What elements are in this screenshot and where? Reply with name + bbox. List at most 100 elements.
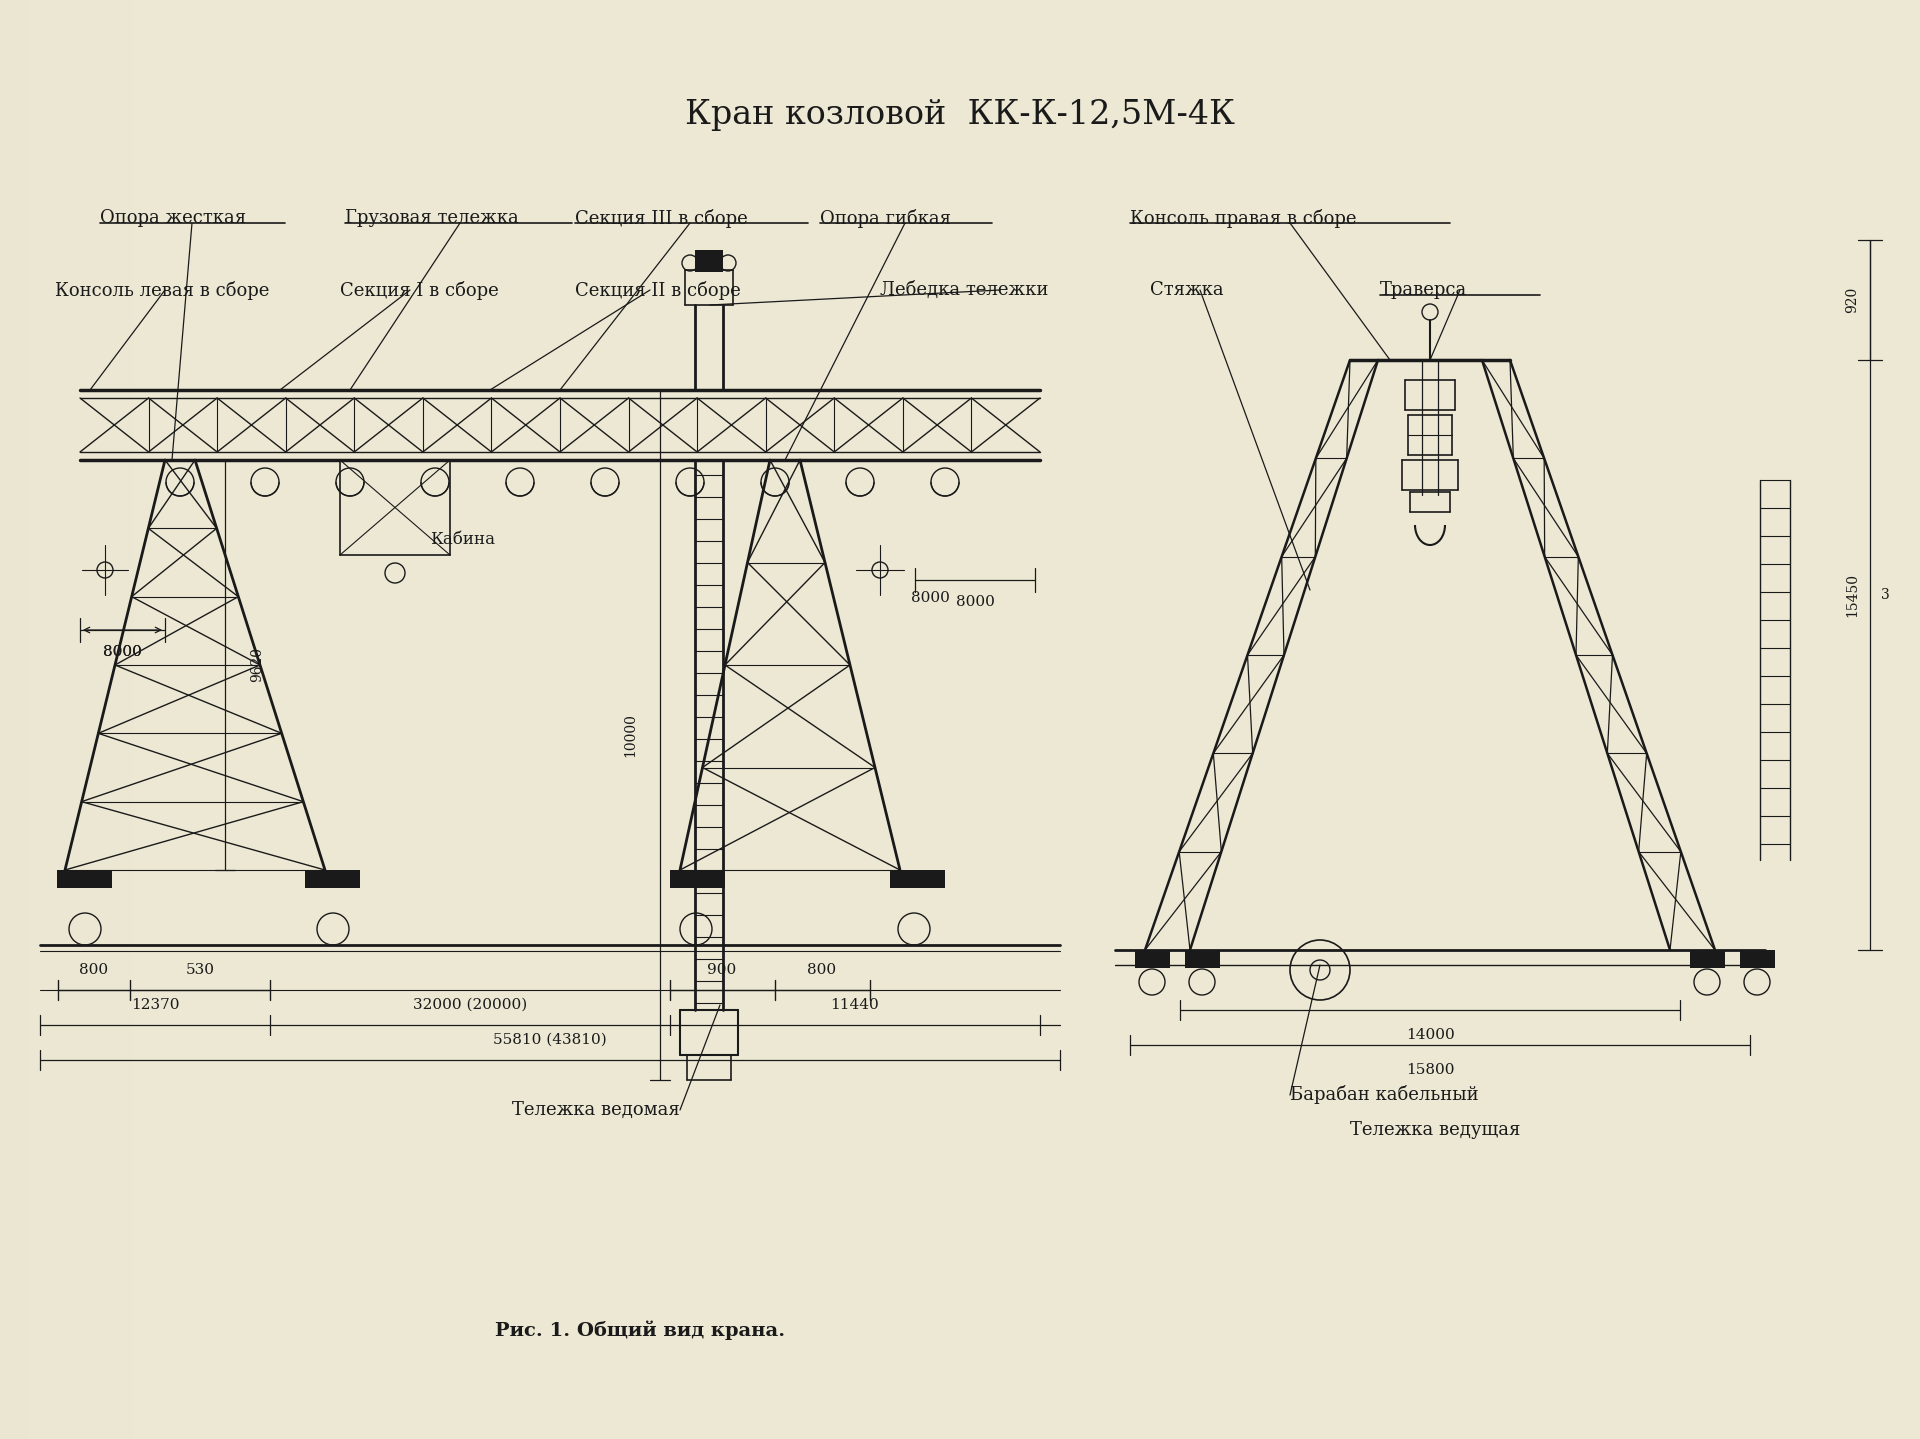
Bar: [38, 0, 40, 1439]
Bar: [305, 871, 361, 888]
Text: 3: 3: [1880, 589, 1889, 602]
Bar: [67, 0, 69, 1439]
Text: 32000 (20000): 32000 (20000): [413, 999, 528, 1012]
Bar: [146, 0, 148, 1439]
Bar: [94, 0, 96, 1439]
Bar: [58, 0, 60, 1439]
Bar: [695, 250, 724, 272]
Bar: [2, 0, 4, 1439]
Bar: [125, 0, 127, 1439]
Bar: [86, 0, 88, 1439]
Bar: [113, 0, 115, 1439]
Text: 900: 900: [707, 963, 737, 977]
Bar: [44, 0, 46, 1439]
Bar: [13, 0, 15, 1439]
Text: 8000: 8000: [910, 591, 948, 604]
Bar: [92, 0, 94, 1439]
Bar: [23, 0, 27, 1439]
Bar: [17, 0, 19, 1439]
Text: 8000: 8000: [956, 594, 995, 609]
Bar: [73, 0, 75, 1439]
Bar: [140, 0, 142, 1439]
Bar: [1135, 950, 1169, 968]
Bar: [152, 0, 154, 1439]
Bar: [1185, 950, 1219, 968]
Bar: [21, 0, 23, 1439]
Text: Секция II в сборе: Секция II в сборе: [574, 281, 741, 299]
Bar: [88, 0, 90, 1439]
Bar: [132, 0, 134, 1439]
Text: 15800: 15800: [1405, 1063, 1453, 1076]
Bar: [136, 0, 138, 1439]
Text: 800: 800: [808, 963, 837, 977]
Text: Тележка ведомая: Тележка ведомая: [513, 1101, 680, 1120]
Bar: [115, 0, 117, 1439]
Bar: [81, 0, 83, 1439]
Bar: [33, 0, 35, 1439]
Bar: [83, 0, 84, 1439]
Bar: [79, 0, 81, 1439]
Bar: [46, 0, 48, 1439]
Bar: [15, 0, 17, 1439]
Bar: [4, 0, 6, 1439]
Bar: [29, 0, 31, 1439]
Bar: [10, 0, 12, 1439]
Bar: [75, 0, 77, 1439]
Bar: [157, 0, 159, 1439]
Bar: [154, 0, 156, 1439]
Text: Кабина: Кабина: [430, 531, 495, 548]
Bar: [65, 0, 67, 1439]
Bar: [127, 0, 129, 1439]
Bar: [111, 0, 113, 1439]
Bar: [54, 0, 56, 1439]
Bar: [670, 871, 726, 888]
Text: 530: 530: [186, 963, 215, 977]
Bar: [123, 0, 125, 1439]
Text: 55810 (43810): 55810 (43810): [493, 1033, 607, 1048]
Text: Грузовая тележка: Грузовая тележка: [346, 209, 518, 227]
Text: Траверса: Траверса: [1380, 281, 1467, 299]
Bar: [98, 0, 100, 1439]
Text: 12370: 12370: [131, 999, 179, 1012]
Bar: [150, 0, 152, 1439]
Bar: [84, 0, 86, 1439]
Text: 15450: 15450: [1845, 573, 1859, 617]
Text: Секция III в сборе: Секция III в сборе: [574, 209, 747, 227]
Bar: [69, 0, 73, 1439]
Bar: [117, 0, 119, 1439]
Bar: [50, 0, 52, 1439]
Bar: [8, 0, 10, 1439]
Text: Кран козловой  КК-К-12,5М-4К: Кран козловой КК-К-12,5М-4К: [685, 99, 1235, 131]
Bar: [156, 0, 157, 1439]
Bar: [1740, 950, 1774, 968]
Bar: [102, 0, 104, 1439]
Bar: [60, 0, 61, 1439]
Bar: [36, 0, 38, 1439]
Bar: [144, 0, 146, 1439]
Bar: [131, 0, 132, 1439]
Bar: [90, 0, 92, 1439]
Bar: [129, 0, 131, 1439]
Bar: [109, 0, 111, 1439]
Bar: [77, 0, 79, 1439]
Text: Консоль правая в сборе: Консоль правая в сборе: [1131, 209, 1357, 227]
Text: Секция I в сборе: Секция I в сборе: [340, 281, 499, 299]
Bar: [61, 0, 63, 1439]
Bar: [104, 0, 106, 1439]
Bar: [48, 0, 50, 1439]
Bar: [58, 871, 111, 888]
Bar: [42, 0, 44, 1439]
Text: 920: 920: [1845, 286, 1859, 314]
Text: Рис. 1. Общий вид крана.: Рис. 1. Общий вид крана.: [495, 1320, 785, 1340]
Bar: [138, 0, 140, 1439]
Bar: [148, 0, 150, 1439]
Text: Консоль левая в сборе: Консоль левая в сборе: [56, 281, 269, 299]
Text: Опора гибкая: Опора гибкая: [820, 209, 950, 227]
Bar: [891, 871, 945, 888]
Text: 8000: 8000: [102, 645, 142, 659]
Bar: [134, 0, 136, 1439]
Bar: [56, 0, 58, 1439]
Text: 11440: 11440: [831, 999, 879, 1012]
Text: 800: 800: [79, 963, 109, 977]
Bar: [0, 0, 2, 1439]
